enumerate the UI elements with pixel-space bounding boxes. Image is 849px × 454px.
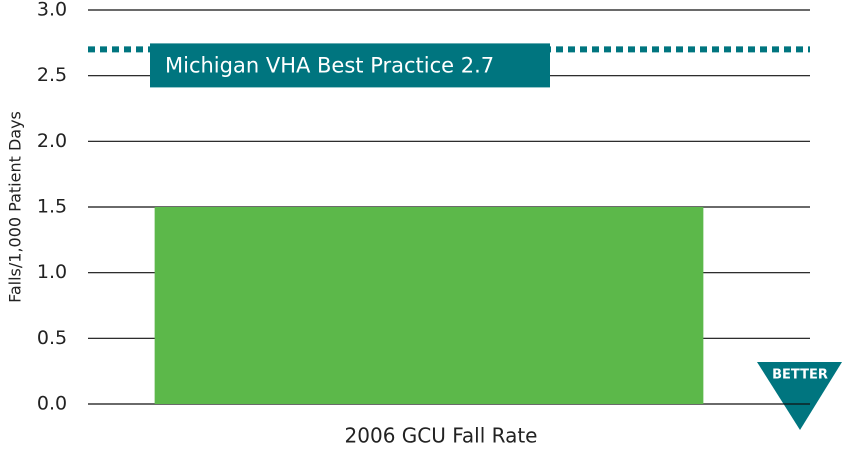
y-tick-label: 2.0: [37, 130, 67, 152]
y-tick-label: 0.5: [37, 327, 67, 349]
y-tick-label: 1.5: [37, 196, 67, 218]
better-label: BETTER: [772, 368, 828, 383]
reference-label-box: [150, 43, 550, 88]
y-tick-label: 3.0: [37, 0, 67, 21]
y-tick-label: 1.0: [37, 261, 67, 283]
y-tick-label: 2.5: [37, 64, 67, 86]
x-tick-label: 2006 GCU Fall Rate: [345, 424, 538, 448]
y-axis-label: Falls/1,000 Patient Days: [6, 111, 25, 303]
reference-label: Michigan VHA Best Practice 2.7: [165, 53, 494, 77]
bar: [154, 207, 704, 404]
y-tick-label: 0.0: [37, 393, 67, 415]
better-arrow: [757, 362, 842, 430]
